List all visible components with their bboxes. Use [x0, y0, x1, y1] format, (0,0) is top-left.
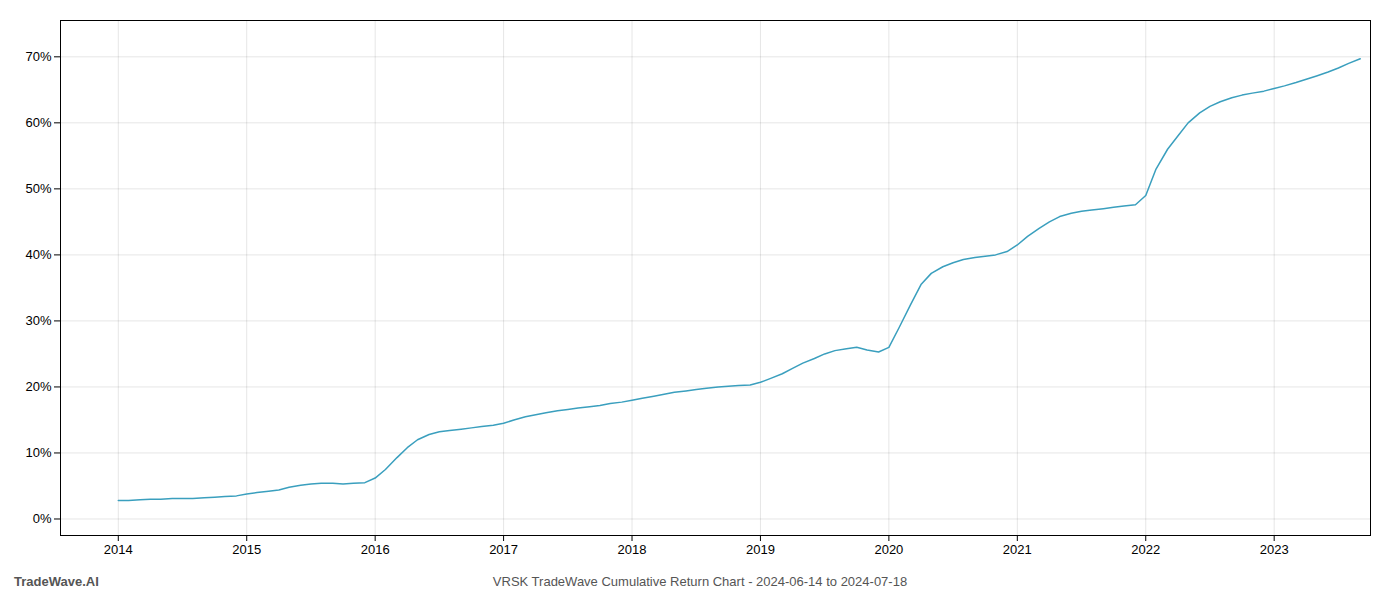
svg-text:70%: 70% [25, 49, 51, 64]
svg-text:20%: 20% [25, 379, 51, 394]
svg-text:60%: 60% [25, 115, 51, 130]
html-text:TradeWave.AI: TradeWave.AI [14, 574, 99, 589]
svg-text:2019: 2019 [746, 542, 775, 557]
svg-text:2017: 2017 [489, 542, 518, 557]
svg-text:2022: 2022 [1131, 542, 1160, 557]
svg-text:0%: 0% [33, 511, 52, 526]
svg-text:2014: 2014 [104, 542, 133, 557]
svg-text:2023: 2023 [1260, 542, 1289, 557]
svg-text:2016: 2016 [361, 542, 390, 557]
svg-text:2020: 2020 [874, 542, 903, 557]
svg-text:30%: 30% [25, 313, 51, 328]
svg-text:2015: 2015 [232, 542, 261, 557]
svg-text:2018: 2018 [618, 542, 647, 557]
svg-text:2021: 2021 [1003, 542, 1032, 557]
svg-text:10%: 10% [25, 445, 51, 460]
html-text:VRSK TradeWave Cumulative Retu: VRSK TradeWave Cumulative Return Chart -… [492, 574, 908, 589]
svg-text:50%: 50% [25, 181, 51, 196]
svg-text:40%: 40% [25, 247, 51, 262]
